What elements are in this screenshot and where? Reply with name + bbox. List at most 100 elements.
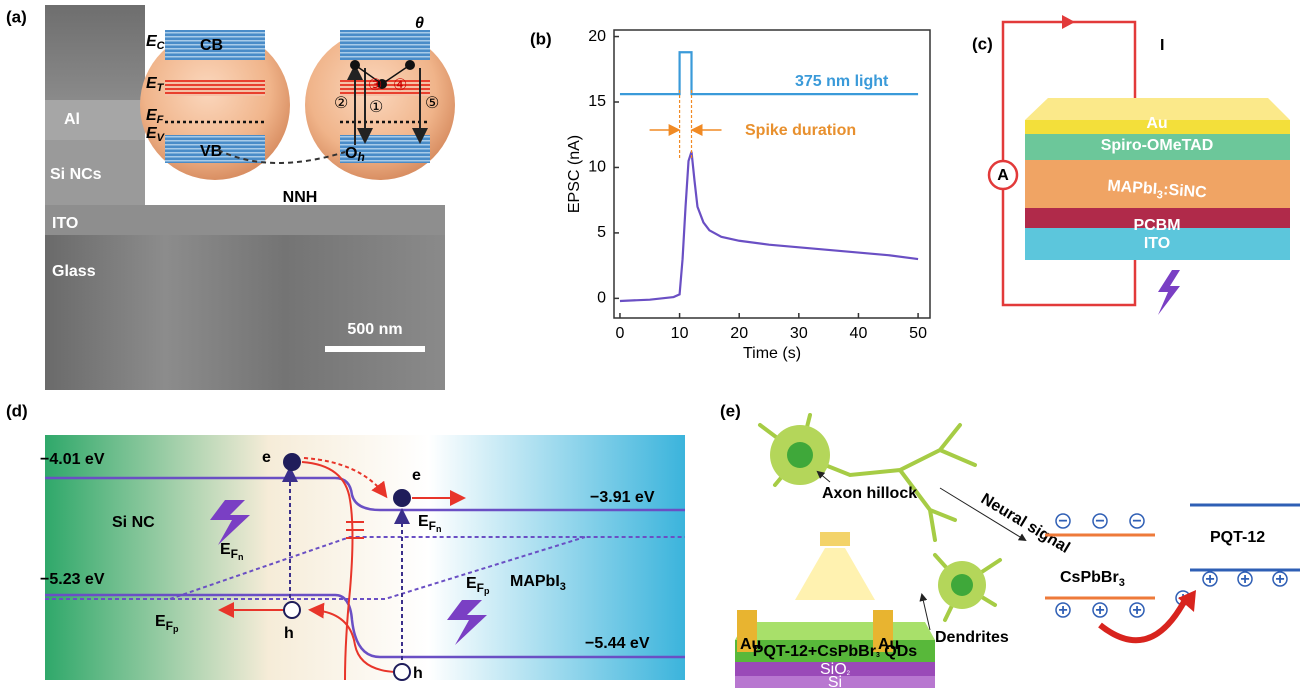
device-label: Au: [878, 636, 899, 653]
light-cone: [795, 548, 875, 600]
text-part: MAPbI: [1107, 178, 1158, 198]
device-label: Au: [740, 636, 761, 653]
band: [165, 135, 265, 163]
panel-label: (a): [6, 7, 27, 26]
series-line: [619, 151, 919, 303]
y-tick-label: 0: [597, 290, 606, 307]
charge: [1202, 571, 1218, 587]
layer-label: ITO: [1144, 235, 1170, 252]
step: ④: [393, 77, 407, 94]
text-part: E: [146, 33, 158, 50]
label: PQT-12+CsPbBr3 QDs: [753, 643, 918, 660]
label: EFn: [220, 541, 244, 562]
transfer-arrow: [303, 457, 388, 499]
neuron-label: Axon hillock: [822, 485, 917, 502]
sinc-layer: [45, 140, 145, 205]
charge: [1129, 602, 1145, 618]
text-part: E: [146, 107, 158, 124]
light-bolt: [1158, 270, 1180, 315]
label: ET: [146, 75, 165, 94]
text-part: :SiNC: [1163, 182, 1208, 202]
ammeter: [987, 159, 1019, 191]
charge: [1092, 513, 1108, 529]
step: ③: [368, 77, 382, 94]
band: [165, 30, 265, 60]
label: MAPbI3:SiNC: [1107, 178, 1208, 205]
quasi-fermi-p: [45, 536, 586, 600]
layer-label: Glass: [52, 263, 96, 280]
plot-frame: [613, 29, 931, 319]
text-part: O: [345, 145, 357, 162]
text-part: MAPbI: [510, 573, 560, 590]
step: ①: [369, 99, 383, 116]
light-bolt: [210, 500, 250, 545]
band-label: VB: [200, 143, 222, 160]
neuron-label: Dendrites: [935, 629, 1009, 646]
layer-label: Al: [64, 111, 80, 128]
layer: [1025, 160, 1290, 208]
current-label: I: [1160, 37, 1164, 54]
electrode: [873, 610, 893, 652]
y-axis-label: EPSC (nA): [566, 135, 583, 213]
glass-layer: [45, 235, 445, 390]
charge: [1237, 571, 1253, 587]
y-tick-label: 10: [588, 159, 606, 176]
al-layer: [45, 100, 145, 140]
arrow-head: [1178, 590, 1196, 612]
x-tick-label: 40: [850, 325, 868, 342]
panel-label: (c): [972, 34, 993, 53]
text-part: E: [155, 613, 166, 630]
label: MAPbI3: [510, 573, 566, 593]
layer-label: Au: [1146, 115, 1167, 132]
text-part: E: [466, 575, 477, 592]
device-oxide: [735, 662, 935, 676]
charge: [1092, 602, 1108, 618]
device-top: [735, 622, 935, 640]
carrier-label: e: [262, 449, 271, 466]
series-label: 375 nm light: [795, 73, 889, 90]
panel-label: (b): [530, 29, 552, 48]
text-part: E: [220, 541, 231, 558]
text-part: n: [436, 524, 442, 534]
hole-transfer: [308, 602, 396, 673]
transfer-path: [301, 461, 354, 681]
text-part: p: [173, 624, 179, 634]
inset-caption: NNH: [283, 189, 318, 206]
slab-top: [1025, 98, 1290, 120]
charges: −−−+++++++: [1055, 513, 1288, 619]
text-part: F: [157, 114, 164, 126]
label: EF: [146, 107, 164, 126]
electrode: [737, 610, 757, 652]
valence-band: [45, 593, 685, 659]
label: EFp: [466, 575, 490, 596]
y-tick-label: 5: [597, 224, 606, 241]
text-part: p: [484, 586, 490, 596]
hole-path: [217, 149, 346, 164]
text-part: PQT-12+CsPbBr: [753, 643, 876, 660]
light-source: [820, 532, 850, 546]
step: ②: [334, 95, 348, 112]
hole: [393, 663, 411, 681]
scale-bar: [325, 346, 425, 352]
x-axis-label: Time (s): [743, 345, 801, 362]
energy-label: −5.23 eV: [40, 571, 105, 588]
light-bolt: [447, 600, 487, 645]
chart: 0 5 10 15 20 0 10 20 30 40 50 Time (s) EPSC (nA) 375 …: [566, 28, 931, 362]
layer-label: ITO: [52, 215, 78, 232]
layer: [1025, 134, 1290, 160]
label: EFn: [418, 513, 442, 534]
charge: [1055, 513, 1071, 529]
label: Oh: [345, 145, 365, 164]
hop-path: [354, 64, 411, 85]
hole: [283, 601, 301, 619]
electron: [283, 453, 301, 471]
label: EV: [146, 125, 166, 144]
band-label: CB: [200, 37, 223, 54]
band: [340, 30, 430, 60]
layer-label: Si NCs: [50, 166, 102, 183]
current-arrow: [1062, 15, 1075, 29]
charge: [1272, 571, 1288, 587]
layer: [1025, 120, 1290, 134]
charge-sign: +: [1132, 602, 1141, 619]
